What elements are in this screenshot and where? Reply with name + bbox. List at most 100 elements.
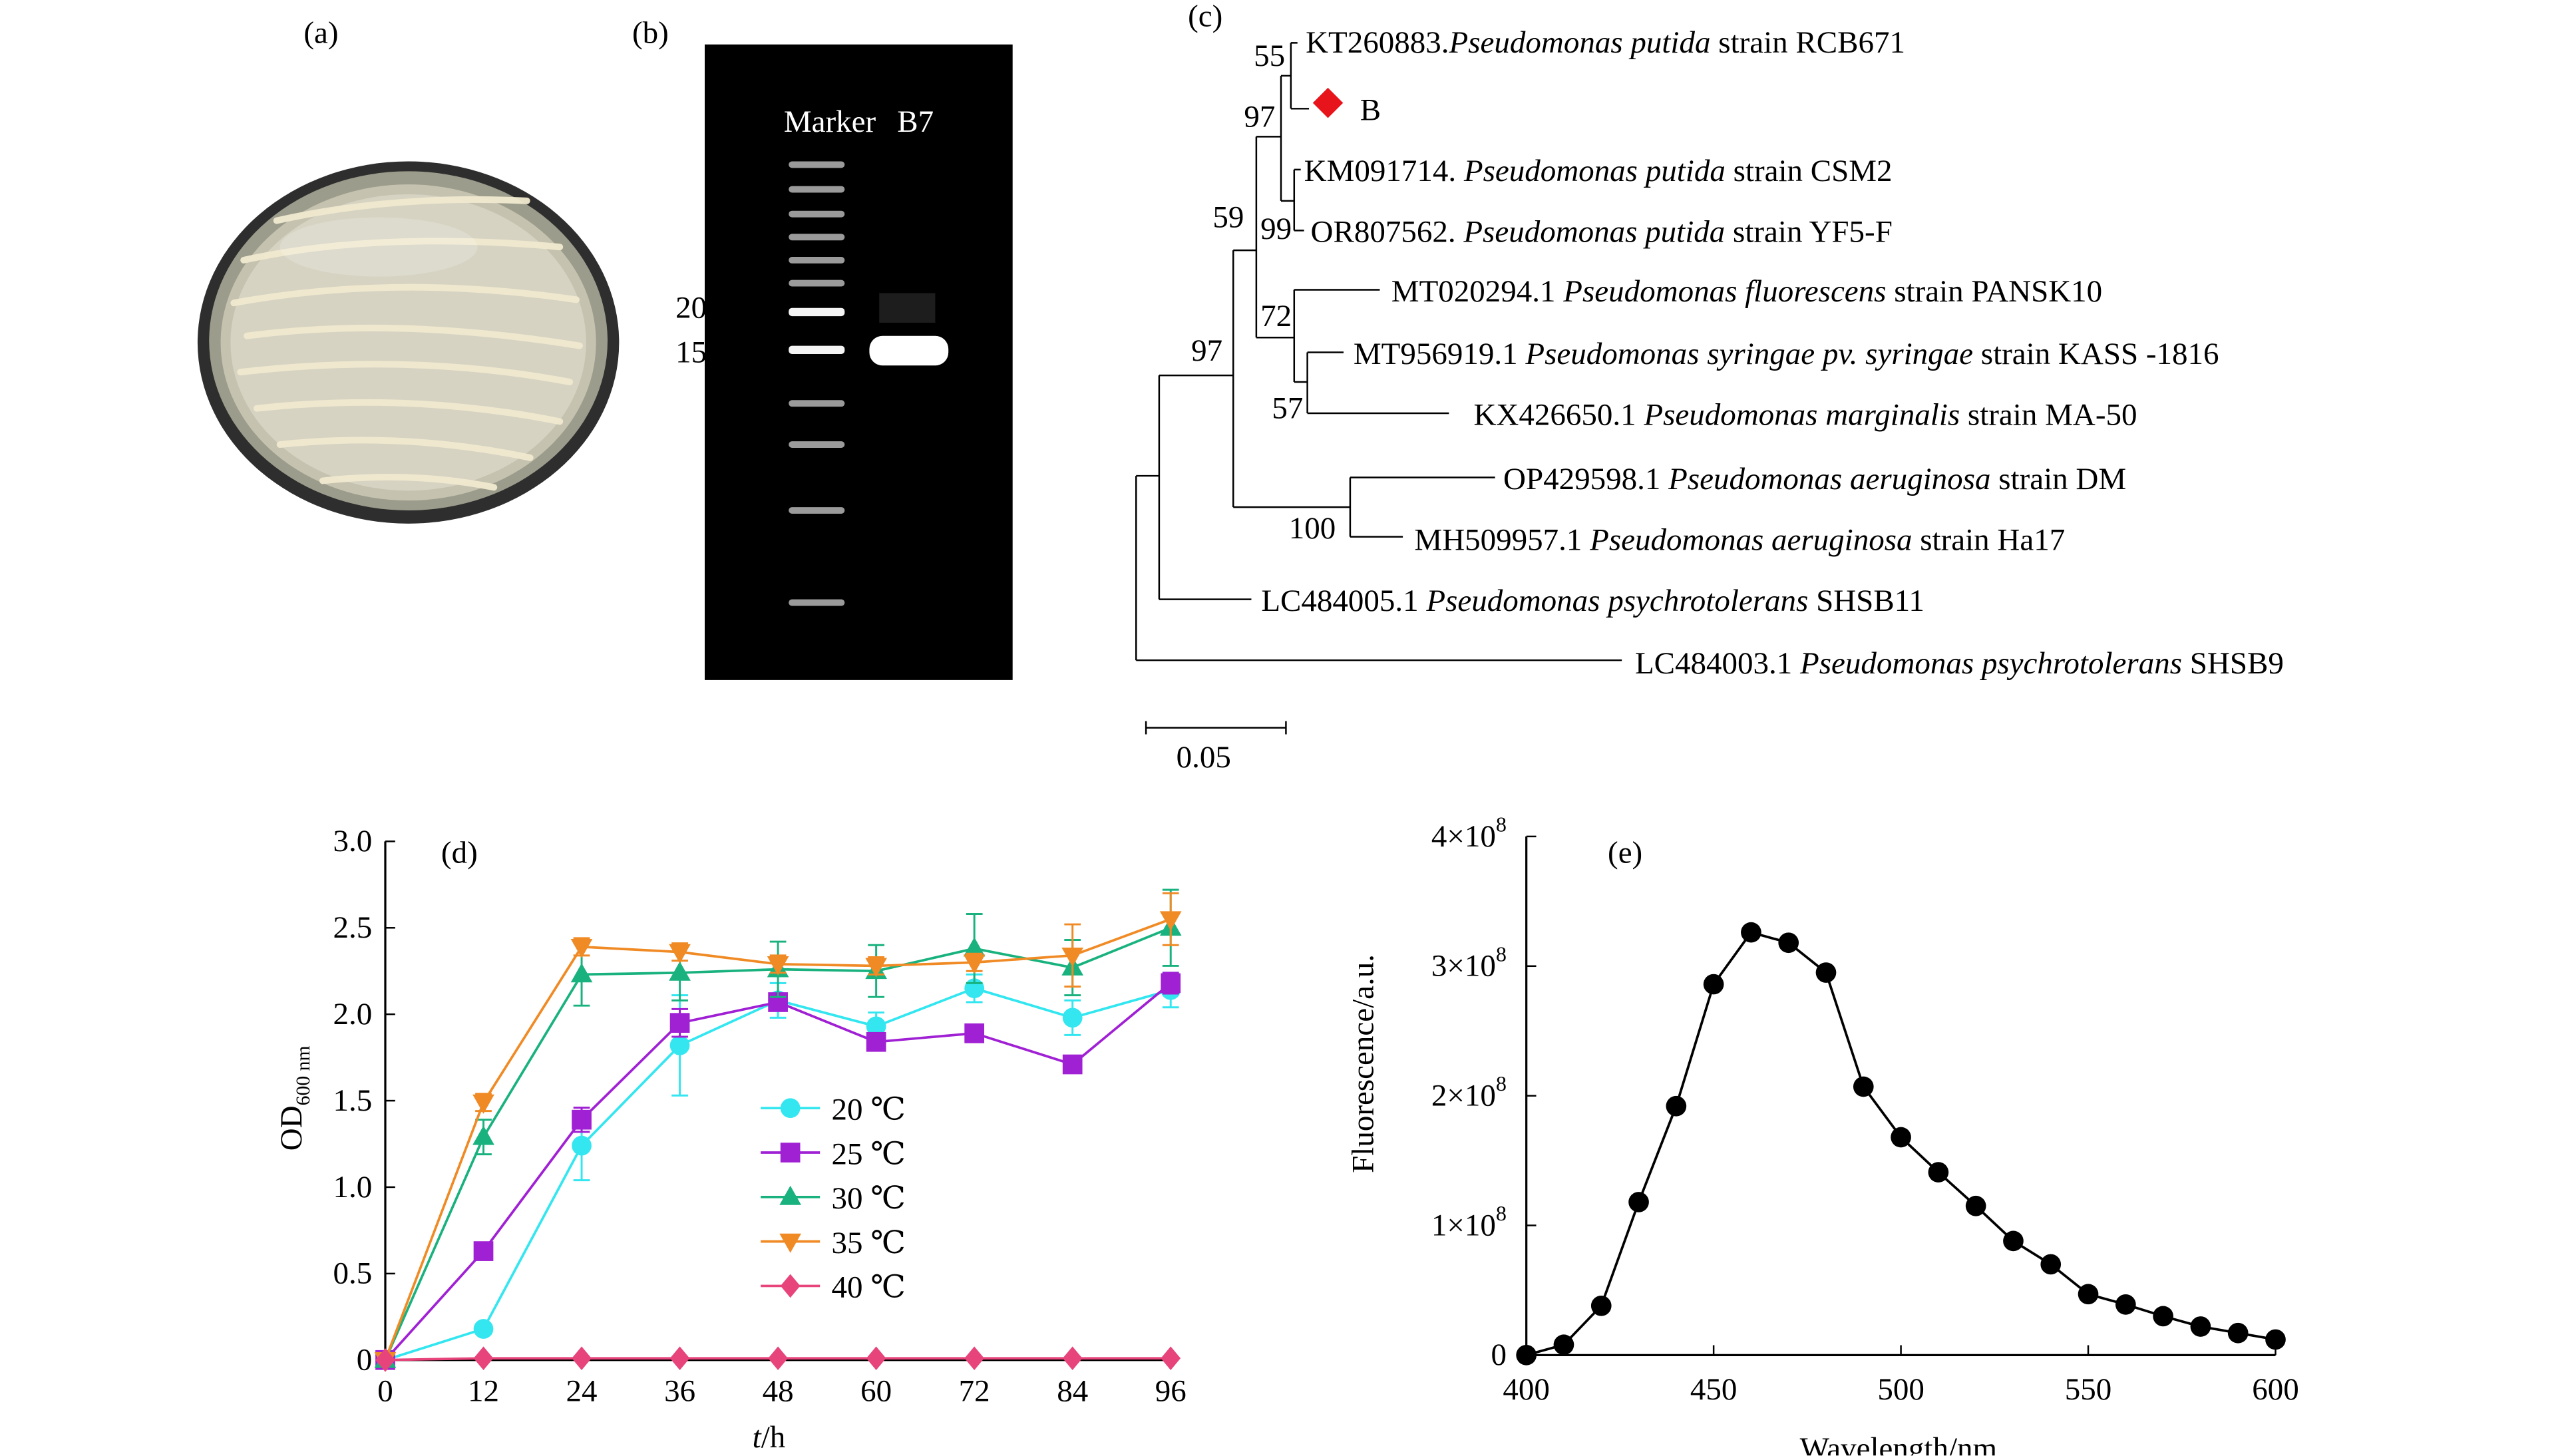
data-point xyxy=(1666,1095,1687,1117)
panel-c-label: (c) xyxy=(1188,0,1222,34)
taxon-label: KX426650.1 Pseudomonas marginalis strain… xyxy=(1473,397,2137,432)
ladder-band xyxy=(789,345,845,354)
y-tick-label: 1.5 xyxy=(333,1083,372,1118)
data-point xyxy=(570,963,593,983)
taxon-label: OR807562. Pseudomonas putida strain YF5-… xyxy=(1311,215,1893,250)
data-point xyxy=(2153,1306,2173,1327)
taxon-species: Pseudomonas marginalis xyxy=(1643,397,1960,432)
fluorescence-series xyxy=(1516,922,2286,1365)
data-point xyxy=(669,944,691,964)
x-tick-label: 84 xyxy=(1057,1374,1088,1409)
data-point xyxy=(473,1346,494,1370)
b7-band xyxy=(869,335,949,366)
taxon-label: KT260883.Pseudomonas putida strain RCB67… xyxy=(1306,25,1905,60)
ladder-band xyxy=(789,256,845,264)
series-line xyxy=(385,987,1171,1362)
bootstrap-4: 99 xyxy=(1260,212,1292,246)
fluorescence-spectrum xyxy=(1516,922,2286,1365)
y-tick-label: 3×108 xyxy=(1431,942,1507,983)
target-strain-label: B xyxy=(1360,93,1381,128)
taxon-accession: KX426650.1 xyxy=(1473,397,1644,432)
data-point xyxy=(866,1016,886,1037)
data-point xyxy=(669,1035,690,1055)
series-line xyxy=(384,982,1172,1362)
ladder-band xyxy=(789,161,845,168)
data-point xyxy=(572,1346,592,1370)
data-point xyxy=(1161,1346,1181,1370)
x-tick-label: 24 xyxy=(566,1374,598,1409)
ladder-band xyxy=(789,507,845,514)
data-point xyxy=(2190,1316,2211,1337)
taxon-accession: LC484005.1 xyxy=(1261,584,1426,618)
data-point xyxy=(473,1241,494,1261)
data-point xyxy=(570,938,593,958)
data-point xyxy=(963,954,986,974)
y-tick-label: 1.0 xyxy=(333,1170,372,1204)
y-tick-label: 0.5 xyxy=(333,1256,372,1291)
data-point xyxy=(472,1125,494,1145)
growth-x-axis-label-italic: t xyxy=(753,1420,762,1455)
ladder-band xyxy=(789,400,845,407)
panel-b-label: (b) xyxy=(632,15,669,50)
x-tick-label: 0 xyxy=(377,1374,393,1409)
data-point xyxy=(1590,1295,1612,1316)
y-tick-label: 3.0 xyxy=(333,824,372,858)
growth-y-axis-label-main: OD xyxy=(274,1105,309,1151)
data-point xyxy=(572,1109,592,1130)
data-point xyxy=(669,1346,690,1370)
growth-y-axis-label: OD600 nm xyxy=(274,1045,314,1151)
taxon-species: Pseudomonas putida xyxy=(1463,154,1726,188)
taxon-strain: strain YF5-F xyxy=(1725,215,1893,250)
data-point xyxy=(866,1031,886,1052)
data-point xyxy=(2040,1254,2062,1275)
y-tick-coef: 1×10 xyxy=(1431,1208,1496,1242)
data-point xyxy=(1062,1346,1083,1370)
ladder-band xyxy=(789,307,845,317)
y-tick-label: 4×108 xyxy=(1431,813,1507,854)
taxon-species: Pseudomonas putida xyxy=(1449,25,1711,60)
taxon-label: MH509957.1 Pseudomonas aeruginosa strain… xyxy=(1414,522,2065,557)
taxon-label: KM091714. Pseudomonas putida strain CSM2 xyxy=(1304,154,1893,188)
taxon-accession: MH509957.1 xyxy=(1414,522,1590,557)
legend-entry: 35 ℃ xyxy=(832,1226,906,1260)
x-tick-label: 600 xyxy=(2252,1372,2299,1407)
x-tick-label: 550 xyxy=(2065,1372,2112,1407)
data-point xyxy=(1891,1127,1911,1148)
data-point xyxy=(768,1346,788,1370)
y-tick-coef: 0 xyxy=(1491,1338,1507,1372)
taxon-accession: KM091714. xyxy=(1304,154,1464,188)
data-point xyxy=(2003,1230,2024,1252)
ladder-band xyxy=(789,186,845,193)
data-point xyxy=(1778,932,1799,954)
series-25℃ xyxy=(375,972,1181,1370)
taxon-strain: strain KASS -1816 xyxy=(1973,337,2219,371)
x-tick-label: 72 xyxy=(959,1374,990,1409)
data-point xyxy=(473,1319,494,1339)
data-point xyxy=(964,1346,985,1370)
data-point xyxy=(1553,1334,1574,1356)
taxon-label: MT020294.1 Pseudomonas fluorescens strai… xyxy=(1391,274,2102,309)
lane-label-b7: B7 xyxy=(897,104,934,139)
taxon-strain: strain RCB671 xyxy=(1710,25,1905,60)
ladder-band xyxy=(789,279,845,287)
taxon-strain: SHSB11 xyxy=(1808,584,1924,618)
series-20℃ xyxy=(375,972,1181,1370)
data-point xyxy=(779,1185,801,1205)
growth-curve-axes: 0 12 24 36 48 60 72 84 96 0 0.5 1.0 1.5 2.0 2.5 3.0 xyxy=(333,824,1186,1408)
legend-entry: 20 ℃ xyxy=(832,1093,906,1127)
growth-x-axis-label: t/h xyxy=(753,1420,786,1455)
panel-e-label: (e) xyxy=(1608,836,1642,870)
growth-curve-series xyxy=(374,888,1182,1372)
data-point xyxy=(1062,1007,1083,1028)
data-point xyxy=(2115,1294,2136,1315)
y-tick-coef: 4×10 xyxy=(1431,819,1496,854)
taxon-strain: strain DM xyxy=(1990,462,2126,496)
lane-label-marker: Marker xyxy=(784,104,876,139)
growth-y-axis-label-sub: 600 nm xyxy=(293,1045,314,1105)
data-point xyxy=(780,1274,801,1298)
data-point xyxy=(964,1023,985,1043)
marker-label-2000: 2000 bp xyxy=(675,291,777,325)
taxon-strain: SHSB9 xyxy=(2182,646,2284,681)
data-point xyxy=(1703,974,1724,995)
